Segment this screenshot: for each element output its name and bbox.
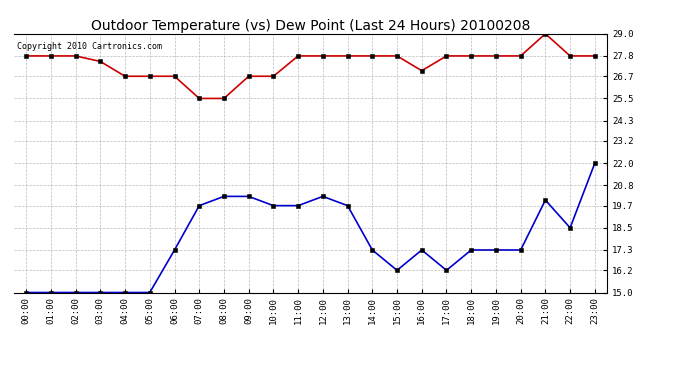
Text: Copyright 2010 Cartronics.com: Copyright 2010 Cartronics.com xyxy=(17,42,161,51)
Title: Outdoor Temperature (vs) Dew Point (Last 24 Hours) 20100208: Outdoor Temperature (vs) Dew Point (Last… xyxy=(91,19,530,33)
